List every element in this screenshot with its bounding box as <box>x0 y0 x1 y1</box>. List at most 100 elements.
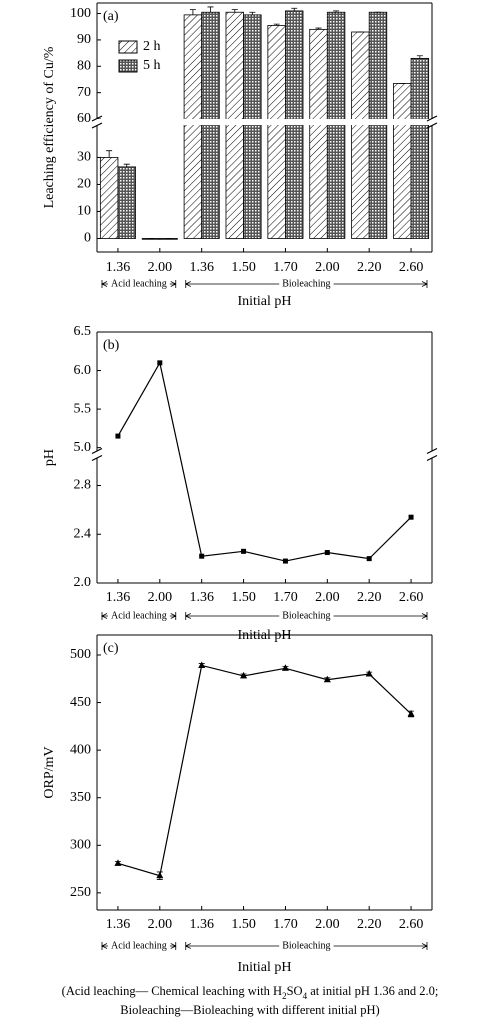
x-tick-label: 1.36 <box>106 917 131 932</box>
x-tick-label: 2.20 <box>357 590 382 605</box>
x-tick-label: 1.36 <box>106 590 131 605</box>
error-bar <box>189 9 196 15</box>
y-tick-label: 5.0 <box>74 440 92 455</box>
bar <box>368 11 388 239</box>
panel-label: (c) <box>103 641 119 656</box>
error-bar <box>106 150 113 158</box>
x-tick-label: 1.50 <box>231 590 256 605</box>
x-axis-label: Initial pH <box>237 628 291 643</box>
group-label: Bioleaching <box>282 940 330 951</box>
x-tick-label: 2.00 <box>315 590 340 605</box>
error-bar <box>315 27 322 30</box>
caption-subscript: 4 <box>303 991 308 1001</box>
y-tick-label: 100 <box>70 6 91 21</box>
marker <box>157 360 163 366</box>
marker <box>114 859 122 866</box>
y-tick-label: 400 <box>70 742 91 757</box>
marker <box>240 671 248 679</box>
marker <box>407 709 415 717</box>
x-tick-label: 2.20 <box>357 260 382 275</box>
axis-break <box>91 115 103 129</box>
error-bar <box>207 6 214 13</box>
y-tick-label: 70 <box>77 85 91 100</box>
y-tick-label: 300 <box>70 838 91 853</box>
bar <box>243 14 262 239</box>
y-tick-label: 2.4 <box>74 526 92 541</box>
bar <box>326 11 346 239</box>
group-label: Bioleaching <box>282 278 330 289</box>
caption-line: (Acid leaching— Chemical leaching with H… <box>62 984 439 1001</box>
error-bar <box>333 10 340 13</box>
panel-label: (b) <box>103 338 120 353</box>
marker <box>115 433 121 439</box>
marker <box>156 871 164 879</box>
caption-text: Bioleaching—Bioleaching with different i… <box>120 1003 379 1017</box>
x-tick-label: 2.20 <box>357 917 382 932</box>
group-label-bg <box>279 279 334 289</box>
x-tick-label: 1.70 <box>273 917 298 932</box>
x-tick-label: 1.70 <box>273 260 298 275</box>
y-tick-label: 10 <box>77 204 91 219</box>
legend-swatch <box>118 40 138 54</box>
marker <box>365 670 373 677</box>
marker <box>323 675 331 683</box>
bar <box>410 57 430 239</box>
marker <box>324 550 330 556</box>
error-bar <box>273 23 280 26</box>
bar <box>309 28 328 239</box>
line <box>117 361 412 562</box>
x-axis-label: Initial pH <box>237 294 291 309</box>
group-label-bg <box>279 941 334 951</box>
axis-break <box>426 447 438 462</box>
y-tick-label: 60 <box>77 111 91 126</box>
y-tick-label: 30 <box>77 150 91 165</box>
legend-label: 2 h <box>143 39 161 54</box>
y-axis-label: ORP/mV <box>42 746 57 798</box>
group-label: Bioleaching <box>282 610 330 621</box>
x-tick-label: 1.70 <box>273 590 298 605</box>
bar <box>201 11 220 239</box>
caption-line: Bioleaching—Bioleaching with different i… <box>120 1003 379 1017</box>
group-label-bg <box>279 611 334 621</box>
error-bar <box>416 55 423 59</box>
y-tick-label: 6.0 <box>74 363 92 378</box>
x-tick-label: 1.36 <box>189 917 214 932</box>
x-tick-label: 2.60 <box>399 590 424 605</box>
x-tick-label: 2.60 <box>399 260 424 275</box>
marker <box>281 664 289 671</box>
y-tick-label: 5.5 <box>74 401 92 416</box>
caption-text: at initial pH 1.36 and 2.0; <box>307 984 438 998</box>
error-bar <box>291 7 298 11</box>
y-tick-label: 20 <box>77 177 91 192</box>
bar <box>267 25 286 239</box>
bar <box>351 31 370 239</box>
y-tick-label: 350 <box>70 790 91 805</box>
bar <box>393 83 412 239</box>
line <box>117 664 412 877</box>
x-tick-label: 1.36 <box>106 260 131 275</box>
error-bar <box>123 163 130 167</box>
x-axis-label: Initial pH <box>237 960 291 975</box>
y-axis-label: Leaching efficiency of Cu/% <box>42 46 57 208</box>
y-tick-label: 250 <box>70 885 91 900</box>
group-label-bg <box>107 941 170 951</box>
y-axis-label: pH <box>42 449 57 466</box>
caption-subscript: 2 <box>282 991 287 1001</box>
marker <box>408 514 414 520</box>
caption-text: SO <box>287 984 303 998</box>
group-label: Acid leaching <box>111 278 167 289</box>
break-band <box>96 119 433 126</box>
y-tick-label: 2.0 <box>74 575 92 590</box>
x-tick-label: 1.50 <box>231 917 256 932</box>
error-bar <box>231 9 238 13</box>
axis-break <box>426 115 438 129</box>
group-label-bg <box>107 611 170 621</box>
x-tick-label: 1.50 <box>231 260 256 275</box>
marker <box>199 553 205 559</box>
x-tick-label: 2.00 <box>148 590 173 605</box>
axis-break <box>91 447 103 462</box>
x-tick-label: 1.36 <box>189 590 214 605</box>
x-tick-label: 1.36 <box>189 260 214 275</box>
y-tick-label: 0 <box>84 231 91 246</box>
